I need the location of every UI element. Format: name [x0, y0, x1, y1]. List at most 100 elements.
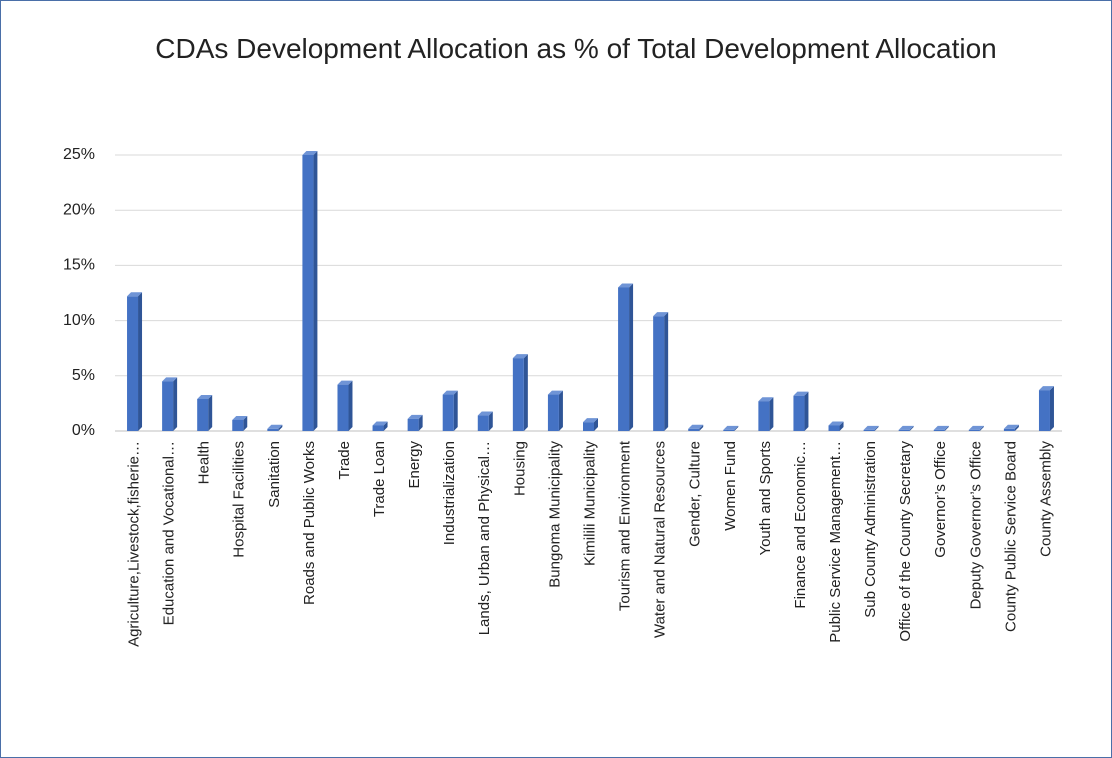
bar-side	[594, 418, 598, 431]
bar-side	[383, 421, 388, 431]
bar	[898, 429, 910, 431]
bar	[267, 428, 279, 431]
bar-top	[407, 414, 423, 419]
bar-side	[839, 421, 844, 431]
bar-side	[1014, 424, 1019, 431]
bar	[933, 429, 945, 431]
bar-top	[162, 377, 178, 382]
bar	[547, 394, 559, 431]
y-tick-label: 25%	[63, 146, 95, 163]
bar-top	[653, 312, 669, 317]
bar-top	[442, 390, 458, 395]
y-tick-label: 5%	[72, 367, 95, 384]
bar	[968, 429, 980, 431]
bar	[723, 429, 735, 431]
x-tick-label: Bungoma Municipality	[546, 441, 563, 588]
x-tick-label: Women Fund	[722, 441, 739, 531]
x-tick-label: Office of the County Secretary	[897, 441, 914, 642]
bar-top	[583, 418, 598, 423]
x-tick-label: Energy	[406, 441, 423, 489]
bar-top	[898, 425, 914, 430]
bar-top	[337, 380, 353, 385]
x-tick-label: Finance and Economic…	[792, 441, 809, 609]
x-tick-label: Governor’s Office	[932, 441, 949, 558]
bar	[512, 358, 524, 431]
bar-top	[688, 424, 704, 429]
bar-side	[874, 425, 879, 431]
bar-side	[558, 390, 563, 431]
bar-side	[138, 292, 143, 431]
bar-side	[909, 425, 914, 431]
bar	[477, 415, 489, 431]
x-tick-label: Sub County Administration	[862, 441, 879, 618]
bar	[828, 425, 840, 431]
x-tick-label: Youth and Sports	[757, 441, 774, 556]
bar-top	[267, 424, 283, 429]
bar	[863, 429, 875, 431]
bar-side	[418, 414, 423, 431]
bar-top	[618, 283, 634, 288]
x-tick-label: Hospital Facilities	[231, 441, 248, 558]
x-tick-label: County Public Service Board	[1002, 441, 1019, 632]
bar-top	[232, 415, 248, 420]
bar-side	[208, 394, 213, 431]
bar	[337, 384, 349, 431]
x-tick-label: Public Service Management…	[827, 441, 844, 643]
y-tick-label: 10%	[63, 312, 95, 329]
x-tick-label: Kimilili Municipality	[581, 441, 598, 567]
bar	[302, 155, 314, 431]
bar	[407, 418, 419, 431]
x-tick-label: Water and Natural Resources	[652, 441, 669, 638]
bar-side	[734, 425, 739, 431]
x-tick-label: Roads and Public Works	[301, 441, 318, 605]
x-tick-label: Tourism and Environment	[617, 440, 634, 611]
bar-top	[1003, 424, 1019, 429]
bar-top	[758, 397, 774, 402]
bar-top	[197, 394, 213, 399]
chart-title: CDAs Development Allocation as % of Tota…	[155, 33, 997, 64]
bar-side	[243, 415, 248, 431]
x-tick-label: Trade	[336, 441, 353, 480]
x-tick-label: Sanitation	[266, 441, 283, 508]
bar-top	[933, 425, 949, 430]
bar-top	[477, 411, 493, 416]
bar	[793, 395, 805, 431]
x-tick-label: Deputy Governor’s Office	[967, 441, 984, 609]
bar-side	[453, 390, 458, 431]
bar	[162, 381, 174, 431]
bar	[618, 287, 630, 431]
bar-side	[629, 283, 634, 431]
bar	[1003, 428, 1015, 431]
y-tick-label: 15%	[63, 257, 95, 274]
bar	[127, 296, 139, 431]
bar-side	[348, 380, 353, 431]
bar-top	[547, 390, 563, 395]
x-tick-label: Industrialization	[441, 441, 458, 545]
bar	[197, 398, 209, 431]
bar-top	[127, 292, 143, 297]
bar	[688, 428, 700, 431]
bar	[1038, 390, 1050, 431]
x-tick-label: Housing	[511, 441, 528, 496]
bar-side	[1049, 386, 1054, 431]
bar	[583, 422, 594, 431]
bar	[372, 425, 384, 431]
bar-side	[699, 424, 704, 431]
bar	[442, 394, 454, 431]
bar-side	[804, 391, 809, 431]
y-tick-label: 0%	[72, 422, 95, 439]
bar-side	[313, 151, 318, 431]
bar	[758, 401, 770, 431]
bar-top	[863, 425, 879, 430]
x-tick-label: Health	[196, 441, 213, 484]
x-tick-label: Agriculture,Livestock,fisherie…	[126, 441, 143, 647]
bar-top	[302, 151, 318, 155]
bar-side	[488, 411, 493, 431]
x-tick-label: Lands, Urban and Physical…	[476, 441, 493, 635]
bar-side	[769, 397, 774, 431]
bar-side	[523, 354, 528, 431]
bar-side	[944, 425, 949, 431]
bar-side	[979, 425, 984, 431]
x-tick-label: Gender, Culture	[687, 441, 704, 547]
